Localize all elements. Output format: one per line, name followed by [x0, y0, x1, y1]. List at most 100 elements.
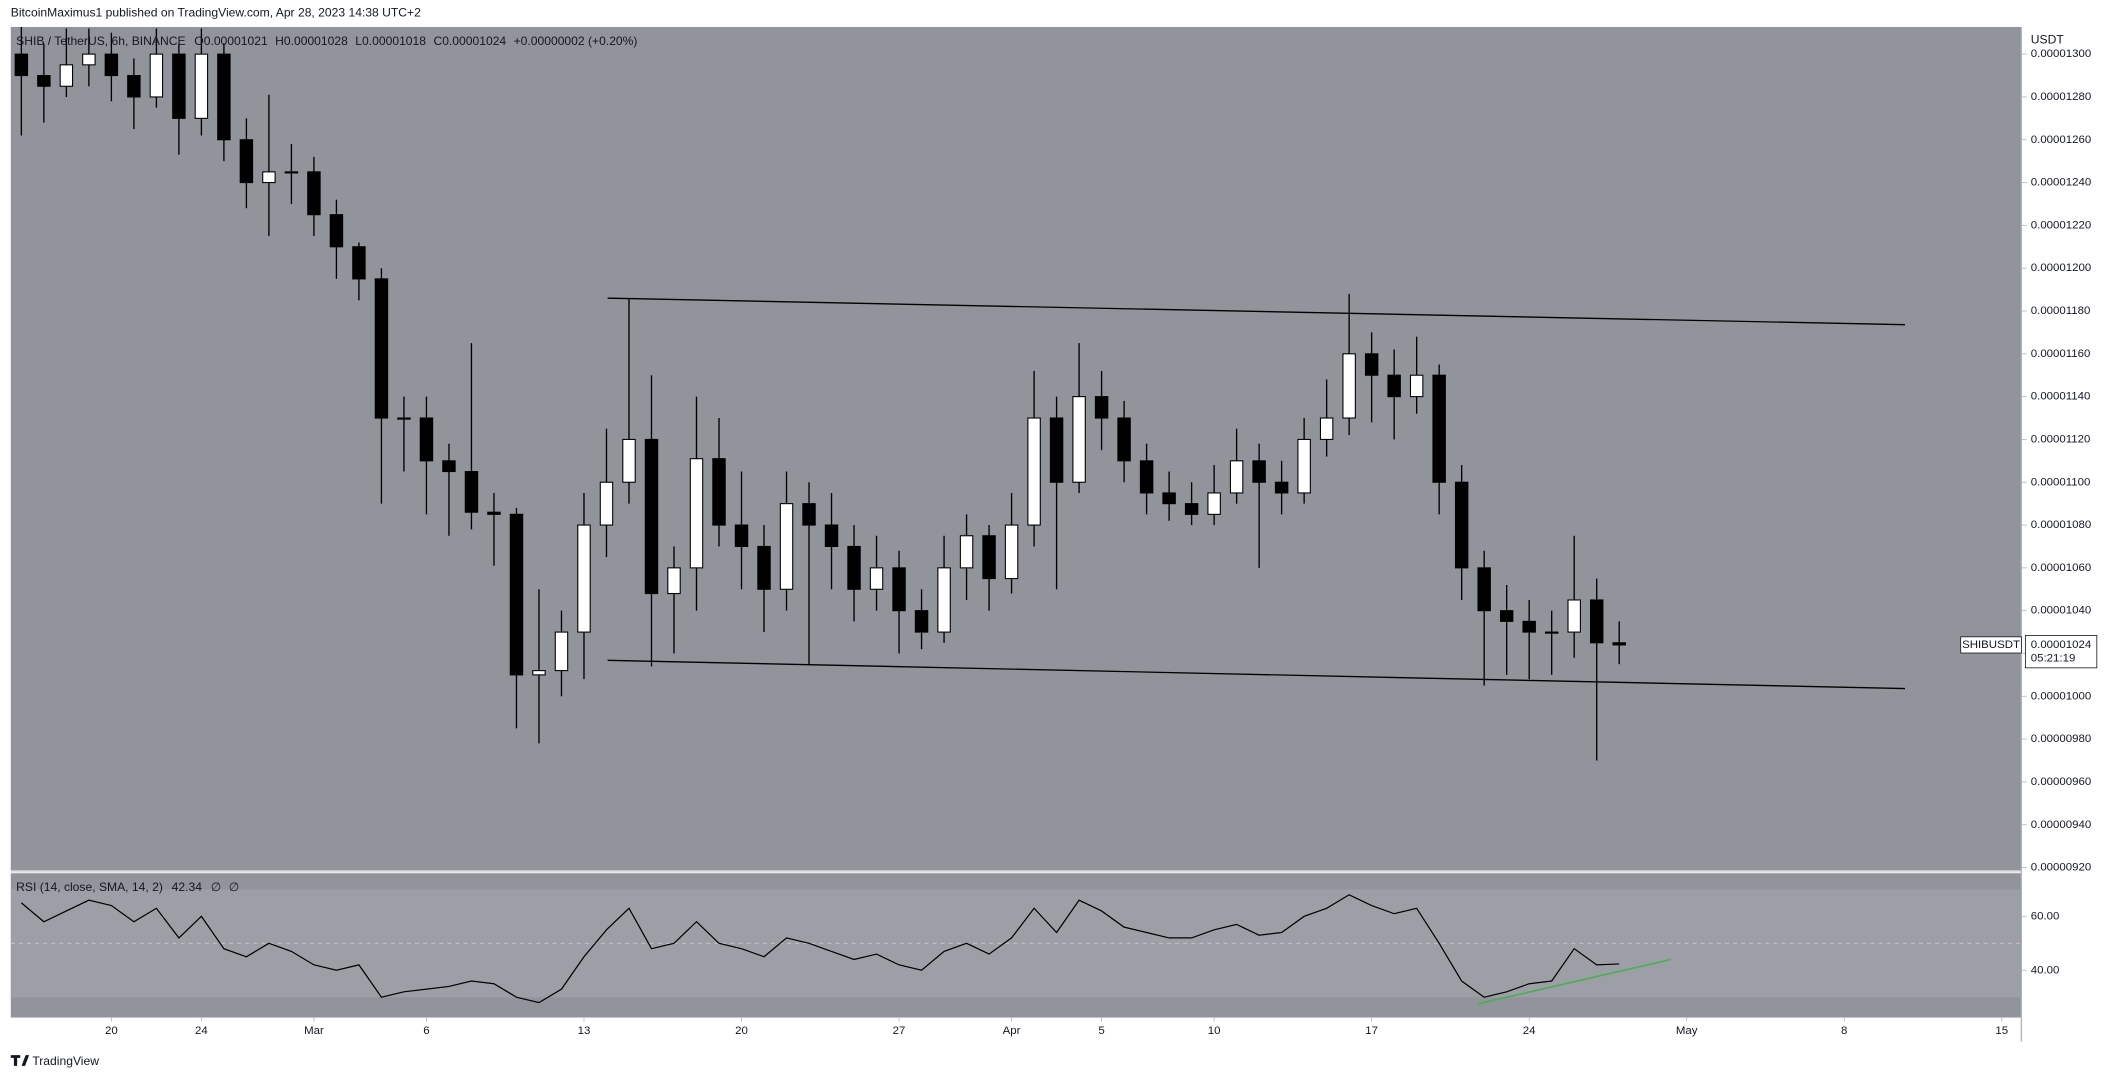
close: 0.00001024	[442, 34, 506, 48]
y-tick-label: 0.00001300	[2031, 48, 2091, 60]
candle-body	[262, 171, 276, 184]
x-tick-label: Mar	[304, 1025, 324, 1037]
price-tag: 0.00001024	[2031, 639, 2092, 651]
candle-body	[352, 246, 366, 280]
candle-body	[982, 535, 996, 580]
candle-body	[1612, 642, 1626, 646]
candle-body	[1499, 610, 1514, 622]
rsi-plot	[10, 889, 2022, 1005]
candle-body	[1229, 460, 1244, 494]
candle-body	[1139, 460, 1154, 494]
change: +0.00000002 (+0.20%)	[514, 34, 638, 48]
y-tick-label: 0.00001240	[2031, 177, 2091, 189]
y-tick-label: 0.00001000	[2031, 690, 2091, 702]
x-tick-label: 5	[1098, 1025, 1104, 1037]
candle-body	[824, 524, 839, 547]
x-tick-label: Apr	[1003, 1025, 1021, 1037]
candle-body	[1454, 481, 1469, 569]
candle-body	[667, 567, 681, 595]
y-tick-label: 0.00001060	[2031, 562, 2091, 574]
x-tick-label: 6	[423, 1025, 429, 1037]
candle-body	[397, 417, 411, 420]
candle-body	[734, 524, 749, 547]
footer-logo: TradingView	[10, 1054, 99, 1068]
candle-body	[644, 438, 659, 595]
y-tick-label: 0.00001260	[2031, 134, 2091, 146]
rsi-title: RSI (14, close, SMA, 14, 2)	[16, 880, 163, 894]
candle-body	[37, 75, 51, 87]
y-tick-label: 0.00000920	[2031, 862, 2091, 874]
candle-body	[284, 171, 299, 174]
brand: TradingView	[32, 1054, 99, 1068]
candle-body	[1252, 460, 1266, 483]
candle-body	[374, 278, 389, 419]
y-tick-label: 0.00000980	[2031, 733, 2091, 745]
l-label: L	[355, 34, 362, 48]
candle-body	[1004, 524, 1019, 580]
y-tick-label: 0.00000960	[2031, 776, 2091, 788]
candle-body	[442, 460, 456, 473]
candle-body	[82, 53, 96, 66]
y-tick-label: 0.00001040	[2031, 605, 2091, 617]
candle-body	[1364, 353, 1379, 376]
candle-body	[712, 458, 726, 526]
axis-unit: USDT	[2031, 33, 2065, 47]
y-tick-label: 60.00	[2031, 910, 2060, 922]
candle-body	[172, 53, 186, 119]
y-tick-label: 0.00001220	[2031, 219, 2091, 231]
candle-body	[194, 53, 209, 119]
candle-body	[1342, 353, 1356, 419]
candle-body	[509, 513, 524, 676]
divergence-line	[1477, 958, 1672, 1005]
publisher-line: BitcoinMaximus1 published on TradingView…	[11, 6, 421, 20]
main-panel	[10, 26, 2022, 871]
candle-body	[1544, 631, 1559, 634]
candle-body	[1387, 374, 1401, 398]
candle-body	[802, 503, 816, 526]
candle-body	[487, 511, 501, 515]
candle-body	[239, 139, 254, 184]
x-tick-label: 13	[578, 1025, 591, 1037]
candle-body	[914, 610, 929, 633]
candle-body	[1184, 503, 1199, 515]
c-label: C	[433, 34, 442, 48]
rsi-na: ∅	[229, 880, 240, 894]
low: 0.00001018	[362, 34, 426, 48]
candle-body	[779, 503, 794, 590]
candle-body	[1117, 417, 1131, 462]
candle-body	[577, 524, 591, 633]
symbol-tag: SHIBUSDT	[1962, 639, 2020, 651]
candle-body	[532, 670, 546, 676]
rsi-value: 42.34	[172, 880, 203, 894]
candle-body	[1319, 417, 1334, 440]
candle-body	[959, 535, 974, 569]
candle-body	[1274, 481, 1289, 494]
y-tick-label: 0.00000940	[2031, 819, 2091, 831]
y-tick-label: 0.00001080	[2031, 519, 2091, 531]
legend: SHIB / TetherUS, 6h, BINANCE O0.00001021…	[16, 34, 637, 894]
candle-body	[127, 75, 141, 98]
candle-body	[689, 458, 704, 569]
candle-body	[1409, 374, 1424, 398]
trend-line	[607, 297, 1906, 326]
candle-body	[464, 470, 479, 513]
y-tick-label: 0.00001160	[2031, 348, 2091, 360]
candle-body	[869, 567, 884, 590]
open: 0.00001021	[204, 34, 268, 48]
candle-body	[59, 64, 74, 87]
candle-body	[149, 53, 164, 98]
y-tick-label: 0.00001140	[2031, 391, 2091, 403]
candle-body	[937, 567, 951, 633]
candle-body	[1027, 417, 1041, 526]
x-tick-label: May	[1676, 1025, 1698, 1037]
x-tick-label: 8	[1841, 1025, 1847, 1037]
y-tick-label: 0.00001200	[2031, 262, 2091, 274]
symbol-legend: SHIB / TetherUS, 6h, BINANCE O0.00001021…	[16, 34, 637, 48]
candle-body	[1094, 396, 1109, 419]
candle-body	[307, 171, 321, 216]
axes: 0.00001300 0.00001280 0.00001260 0.00001240…	[105, 48, 2098, 1037]
symbol: SHIB / TetherUS, 6h, BINANCE	[16, 34, 185, 48]
rsi-line	[20, 894, 1620, 1004]
candle-body	[1589, 599, 1604, 644]
candle-body	[622, 438, 636, 483]
